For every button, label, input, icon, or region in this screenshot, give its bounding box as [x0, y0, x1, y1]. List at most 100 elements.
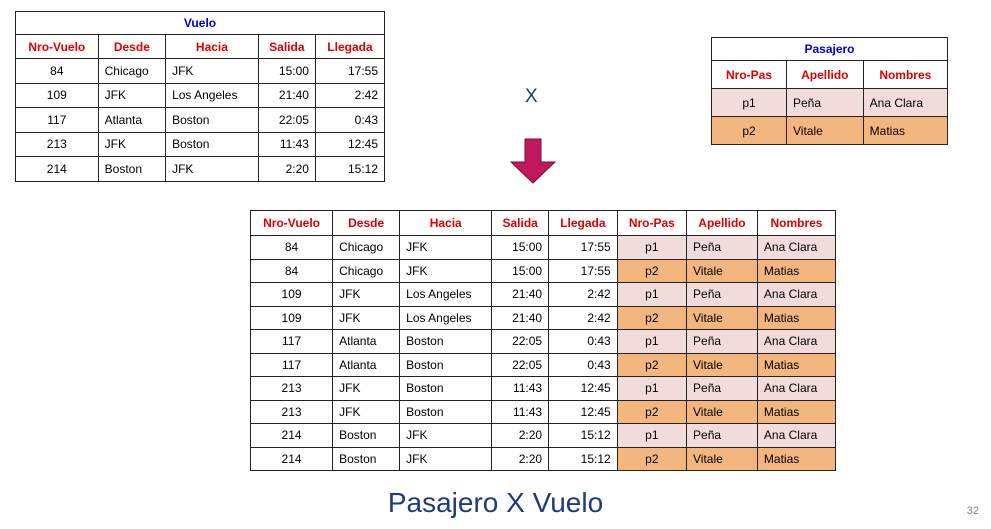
cell-nro-pas: p2 — [616, 399, 688, 424]
cell-llegada: 0:43 — [548, 329, 618, 354]
cell-nombres: Ana Clara — [756, 329, 837, 354]
cell-nro-vuelo: 213 — [249, 399, 334, 424]
cell-nro-pas: p2 — [616, 305, 688, 330]
cell-hacia: JFK — [165, 156, 259, 182]
cell-nombres: Matias — [756, 258, 837, 283]
table-row: 214 Boston JFK 2:20 15:12 p1 Peña Ana Clara — [249, 423, 837, 448]
result-header-nombres: Nombres — [756, 210, 837, 236]
cell-desde: JFK — [332, 305, 401, 330]
cell-hacia: Boston — [165, 107, 259, 133]
result-header-llegada: Llegada — [548, 210, 618, 236]
pasajero-table: Pasajero Nro-Pas Apellido Nombres p1 Peñ… — [711, 37, 949, 145]
cell-hacia: Boston — [165, 131, 259, 157]
cell-nro-pas: p2 — [616, 352, 688, 377]
cell-salida: 21:40 — [257, 82, 316, 108]
cell-apellido: Vitale — [686, 446, 758, 471]
table-row: 214 Boston JFK 2:20 15:12 — [15, 156, 386, 182]
cell-hacia: Boston — [399, 399, 493, 424]
vuelo-table-title: Vuelo — [15, 11, 385, 35]
cell-desde: Boston — [332, 423, 401, 448]
vuelo-table: Vuelo Nro-Vuelo Desde Hacia Salida Llega… — [15, 11, 386, 182]
cell-nombres: Ana Clara — [756, 376, 837, 401]
table-row: 117 Atlanta Boston 22:05 0:43 p2 Vitale Matias — [249, 352, 837, 377]
cell-salida: 15:00 — [491, 235, 550, 260]
cell-hacia: JFK — [165, 58, 259, 84]
cell-salida: 15:00 — [491, 258, 550, 283]
result-header-hacia: Hacia — [399, 210, 493, 236]
cell-nro-vuelo: 117 — [249, 329, 334, 354]
pasajero-header-nombres: Nombres — [862, 60, 949, 89]
cell-apellido: Peña — [785, 88, 864, 117]
cell-nro-pas: p1 — [616, 329, 688, 354]
cell-salida: 11:43 — [491, 399, 550, 424]
cell-apellido: Vitale — [686, 258, 758, 283]
cell-desde: Atlanta — [332, 329, 401, 354]
cell-llegada: 17:55 — [548, 258, 618, 283]
cell-hacia: Boston — [399, 376, 493, 401]
cell-nro-pas: p2 — [616, 446, 688, 471]
cell-salida: 15:00 — [257, 58, 316, 84]
cell-llegada: 17:55 — [314, 58, 386, 84]
cell-llegada: 2:42 — [314, 82, 386, 108]
cell-apellido: Peña — [686, 235, 758, 260]
vuelo-header-hacia: Hacia — [165, 34, 259, 59]
cell-nombres: Matias — [756, 305, 837, 330]
cell-salida: 11:43 — [257, 131, 316, 157]
cell-salida: 22:05 — [491, 329, 550, 354]
cell-llegada: 15:12 — [548, 446, 618, 471]
cell-nro-vuelo: 109 — [249, 282, 334, 307]
vuelo-header-desde: Desde — [97, 34, 167, 59]
table-row: 84 Chicago JFK 15:00 17:55 — [15, 58, 386, 84]
cell-apellido: Peña — [686, 282, 758, 307]
cell-hacia: Los Angeles — [399, 305, 493, 330]
cell-desde: JFK — [332, 282, 401, 307]
cell-apellido: Vitale — [785, 116, 864, 145]
cell-nombres: Ana Clara — [756, 282, 837, 307]
cell-hacia: Los Angeles — [399, 282, 493, 307]
cell-nro-vuelo: 214 — [249, 423, 334, 448]
cell-apellido: Peña — [686, 423, 758, 448]
cell-llegada: 12:45 — [548, 399, 618, 424]
cell-desde: JFK — [97, 82, 167, 108]
cell-apellido: Vitale — [686, 352, 758, 377]
cell-nro-vuelo: 214 — [15, 156, 99, 182]
cell-nombres: Ana Clara — [862, 88, 949, 117]
table-row: 84 Chicago JFK 15:00 17:55 p1 Peña Ana Clara — [249, 235, 837, 260]
cell-llegada: 2:42 — [548, 305, 618, 330]
cell-nro-vuelo: 109 — [249, 305, 334, 330]
cell-nro-pas: p2 — [616, 258, 688, 283]
table-row: 109 JFK Los Angeles 21:40 2:42 p1 Peña Ana Clar… — [249, 282, 837, 307]
cell-nro-vuelo: 117 — [249, 352, 334, 377]
cell-llegada: 15:12 — [314, 156, 386, 182]
cell-desde: Boston — [332, 446, 401, 471]
cell-nombres: Matias — [862, 116, 949, 145]
cell-desde: JFK — [97, 131, 167, 157]
cell-apellido: Peña — [686, 376, 758, 401]
cell-nro-pas: p1 — [616, 235, 688, 260]
cell-nro-vuelo: 213 — [15, 131, 99, 157]
cell-salida: 21:40 — [491, 305, 550, 330]
cell-nro-pas: p1 — [616, 423, 688, 448]
cell-llegada: 2:42 — [548, 282, 618, 307]
result-table-body: 84 Chicago JFK 15:00 17:55 p1 Peña Ana Clara 84 C… — [249, 235, 837, 471]
cell-apellido: Peña — [686, 329, 758, 354]
cell-apellido: Vitale — [686, 305, 758, 330]
cell-salida: 22:05 — [257, 107, 316, 133]
cell-nro-vuelo: 84 — [249, 258, 334, 283]
result-table: Nro-Vuelo Desde Hacia Salida Llegada Nro… — [249, 210, 837, 471]
cell-nro-vuelo: 214 — [249, 446, 334, 471]
cell-llegada: 15:12 — [548, 423, 618, 448]
table-row: 213 JFK Boston 11:43 12:45 p1 Peña Ana Clara — [249, 376, 837, 401]
result-header-nro-vuelo: Nro-Vuelo — [249, 210, 334, 236]
cell-salida: 21:40 — [491, 282, 550, 307]
cell-nombres: Matias — [756, 446, 837, 471]
cartesian-product-operator: X — [525, 86, 538, 107]
cell-llegada: 12:45 — [548, 376, 618, 401]
pasajero-table-title: Pasajero — [711, 37, 948, 61]
cell-desde: JFK — [332, 376, 401, 401]
cell-nro-pas: p1 — [616, 376, 688, 401]
result-header-apellido: Apellido — [686, 210, 758, 236]
table-row: p1 Peña Ana Clara — [711, 88, 949, 117]
cell-nro-pas: p2 — [711, 116, 787, 145]
cell-nro-pas: p1 — [616, 282, 688, 307]
